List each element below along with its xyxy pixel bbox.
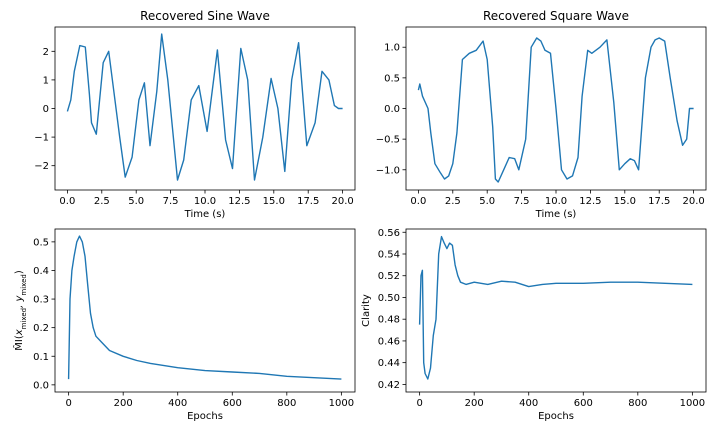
x-tick-label: 5.0 bbox=[479, 196, 495, 207]
y-axis-label: M̂I(xmixed, ymixed) bbox=[12, 270, 28, 351]
x-tick-label: 12.5 bbox=[228, 196, 250, 207]
x-tick-label: 600 bbox=[574, 398, 593, 409]
y-tick-label: 0.0 bbox=[384, 104, 400, 115]
y-tick-label: 0.1 bbox=[33, 352, 49, 363]
x-tick-label: 0 bbox=[65, 398, 71, 409]
x-tick-label: 12.5 bbox=[579, 196, 601, 207]
x-tick-label: 2.5 bbox=[94, 196, 110, 207]
y-tick-label: 0.0 bbox=[33, 380, 49, 391]
x-tick-label: 0 bbox=[416, 398, 422, 409]
y-tick-label: −2 bbox=[34, 161, 49, 172]
x-tick-label: 1000 bbox=[329, 398, 354, 409]
x-tick-label: 400 bbox=[519, 398, 538, 409]
y-tick-label: 1 bbox=[43, 75, 49, 86]
x-tick-label: 200 bbox=[114, 398, 133, 409]
y-tick-label: 0.52 bbox=[378, 271, 400, 282]
y-tick-label: 0.5 bbox=[384, 73, 400, 84]
x-tick-label: 10.0 bbox=[194, 196, 216, 207]
y-tick-label: 0.48 bbox=[378, 315, 400, 326]
y-tick-label: −1.0 bbox=[376, 165, 400, 176]
y-tick-label: 0.4 bbox=[33, 266, 49, 277]
x-tick-label: 17.5 bbox=[648, 196, 670, 207]
y-tick-label: 0.56 bbox=[378, 228, 400, 239]
series-line-0 bbox=[66, 33, 343, 181]
y-tick-label: 0.44 bbox=[378, 358, 400, 369]
x-tick-label: 400 bbox=[168, 398, 187, 409]
series-line-0 bbox=[418, 235, 693, 380]
x-tick-label: 10.0 bbox=[545, 196, 567, 207]
x-tick-label: 15.0 bbox=[614, 196, 636, 207]
y-axis-label: Clarity bbox=[361, 294, 372, 327]
y-tick-label: −1 bbox=[34, 133, 49, 144]
x-tick-label: 20.0 bbox=[331, 196, 353, 207]
x-tick-label: 800 bbox=[628, 398, 647, 409]
x-tick-label: 2.5 bbox=[445, 196, 461, 207]
y-tick-label: 0.2 bbox=[33, 323, 49, 334]
x-tick-label: 0.0 bbox=[410, 196, 426, 207]
axes-frame bbox=[54, 228, 356, 393]
x-tick-label: 200 bbox=[465, 398, 484, 409]
x-axis-label: Time (s) bbox=[184, 209, 226, 220]
y-tick-label: 0.3 bbox=[33, 295, 49, 306]
x-axis-label: Epochs bbox=[538, 411, 574, 422]
x-tick-label: 7.5 bbox=[514, 196, 530, 207]
y-tick-label: 0.46 bbox=[378, 336, 400, 347]
x-tick-label: 600 bbox=[223, 398, 242, 409]
y-tick-label: −0.5 bbox=[376, 135, 400, 146]
y-tick-label: 0.50 bbox=[378, 293, 400, 304]
x-axis-label: Time (s) bbox=[535, 209, 577, 220]
x-tick-label: 1000 bbox=[680, 398, 705, 409]
chart-title: Recovered Square Wave bbox=[483, 9, 629, 23]
x-tick-label: 17.5 bbox=[297, 196, 319, 207]
square-chart: 0.0 2.5 5.0 7.5 10.0 12.5 15.0 17.5 20.0 −1.0 −0.5… bbox=[376, 9, 707, 220]
x-tick-label: 20.0 bbox=[682, 196, 704, 207]
series-line-0 bbox=[417, 37, 694, 183]
x-tick-label: 15.0 bbox=[263, 196, 285, 207]
x-tick-label: 0.0 bbox=[59, 196, 75, 207]
clarity-chart: 0 200 400 600 800 1000 0.42 0.44 0.46 0.48 0.50 0.5… bbox=[361, 228, 707, 422]
y-tick-label: 0.42 bbox=[378, 380, 400, 391]
axes-frame bbox=[405, 228, 707, 393]
y-tick-label: 0 bbox=[43, 104, 49, 115]
sine-chart: 0.0 2.5 5.0 7.5 10.0 12.5 15.0 17.5 20.0 −2 −1 0 1 2 R… bbox=[34, 9, 356, 220]
y-tick-label: 2 bbox=[43, 47, 49, 58]
series-line-0 bbox=[67, 235, 342, 380]
chart-title: Recovered Sine Wave bbox=[140, 9, 270, 23]
y-tick-label: 1.0 bbox=[384, 43, 400, 54]
x-tick-label: 800 bbox=[277, 398, 296, 409]
x-tick-label: 5.0 bbox=[128, 196, 144, 207]
x-tick-label: 7.5 bbox=[163, 196, 179, 207]
y-tick-label: 0.54 bbox=[378, 249, 400, 260]
x-axis-label: Epochs bbox=[187, 411, 223, 422]
mi-chart: 0 200 400 600 800 1000 0.0 0.1 0.2 0.3 0.4 0.5 Epoch… bbox=[12, 228, 356, 422]
y-tick-label: 0.5 bbox=[33, 237, 49, 248]
